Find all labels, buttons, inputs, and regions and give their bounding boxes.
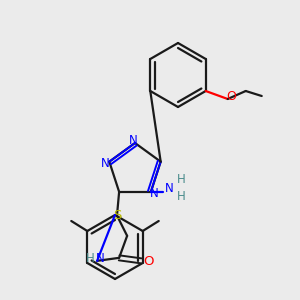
- Text: S: S: [113, 209, 121, 222]
- Text: H: H: [86, 252, 94, 265]
- Text: N: N: [96, 252, 104, 265]
- Text: H: H: [176, 173, 185, 186]
- Text: O: O: [143, 255, 153, 268]
- Text: O: O: [226, 89, 236, 103]
- Text: H: H: [176, 190, 185, 203]
- Text: N: N: [149, 187, 158, 200]
- Text: N: N: [101, 157, 110, 170]
- Text: N: N: [164, 182, 173, 195]
- Text: N: N: [129, 134, 137, 148]
